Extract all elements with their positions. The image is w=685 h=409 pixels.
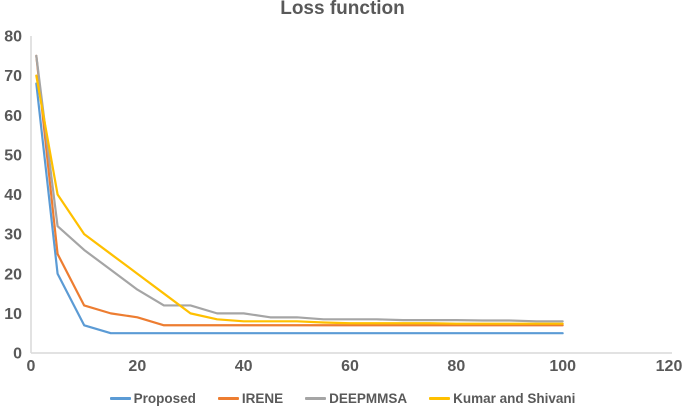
- chart-title: Loss function: [280, 0, 405, 19]
- legend-label: IRENE: [241, 391, 284, 406]
- x-tick-label: 100: [549, 358, 576, 375]
- legend-item-deepmmsa: DEEPMMSA: [305, 391, 407, 406]
- x-tick-label: 120: [656, 358, 683, 375]
- x-tick-label: 60: [341, 358, 359, 375]
- y-tick-label: 30: [4, 227, 22, 244]
- legend-line-swatch: [109, 397, 131, 400]
- y-tick-label: 10: [4, 306, 22, 323]
- y-tick-label: 20: [4, 266, 22, 283]
- series-line-kumar-and-shivani: [35, 74, 564, 325]
- series-line-deepmmsa: [35, 54, 564, 323]
- legend-line-swatch: [429, 397, 451, 400]
- legend-item-kumar-and-shivani: Kumar and Shivani: [429, 391, 575, 406]
- legend-line-swatch: [217, 397, 239, 400]
- series-line-irene: [35, 54, 564, 327]
- x-tick-label: 0: [27, 358, 36, 375]
- legend-label: Kumar and Shivani: [453, 391, 576, 406]
- x-tick-label: 40: [235, 358, 253, 375]
- legend-item-irene: IRENE: [217, 391, 284, 406]
- y-tick-label: 50: [4, 147, 22, 164]
- y-tick-label: 60: [4, 108, 22, 125]
- legend: Proposed IRENE DEEPMMSA Kumar and Shivani: [0, 391, 685, 406]
- legend-line-swatch: [305, 397, 327, 400]
- legend-label: DEEPMMSA: [329, 391, 408, 406]
- legend-item-proposed: Proposed: [109, 391, 196, 406]
- y-tick-label: 0: [13, 346, 22, 363]
- y-tick-label: 40: [4, 187, 22, 204]
- x-tick-label: 80: [447, 358, 465, 375]
- y-tick-label: 80: [4, 29, 22, 46]
- series-line-proposed: [35, 82, 564, 335]
- x-tick-label: 20: [128, 358, 146, 375]
- y-tick-label: 70: [4, 68, 22, 85]
- legend-label: Proposed: [133, 391, 196, 406]
